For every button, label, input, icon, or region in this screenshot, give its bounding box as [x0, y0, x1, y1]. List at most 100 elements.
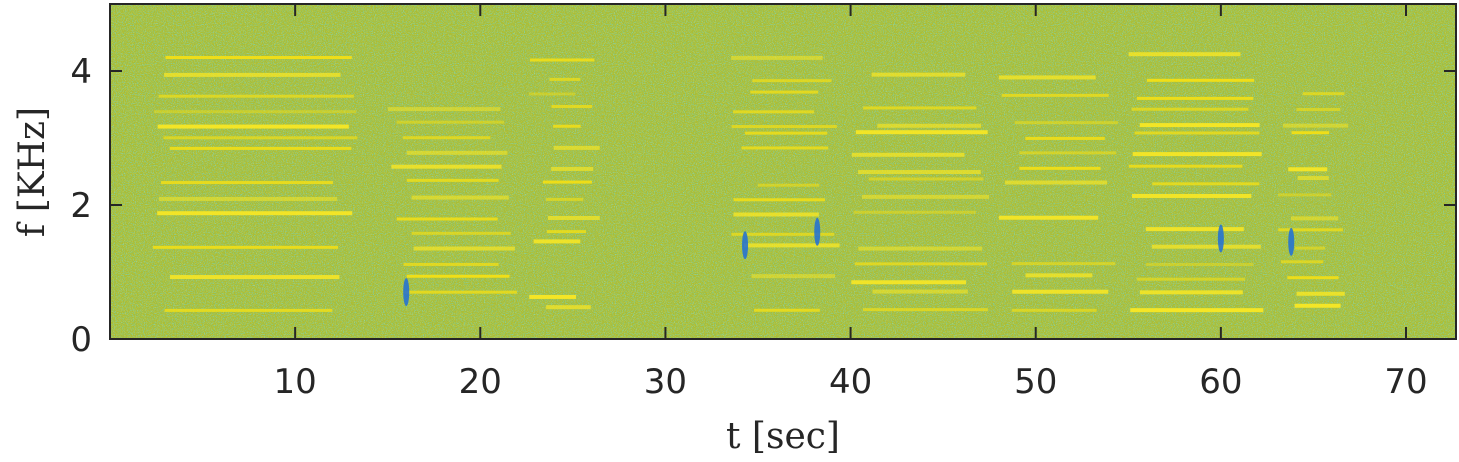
harmonic-band [406, 178, 499, 182]
harmonic-band [1296, 291, 1345, 296]
harmonic-band [1139, 290, 1243, 295]
harmonic-band [1132, 152, 1262, 157]
harmonic-band [533, 239, 581, 244]
harmonic-band [1014, 121, 1118, 125]
harmonic-band [1283, 123, 1349, 128]
harmonic-band [862, 194, 990, 199]
harmonic-band [1152, 182, 1260, 186]
harmonic-band [1291, 131, 1330, 135]
harmonic-band [752, 79, 832, 83]
x-axis: 10 20 30 40 50 60 70 [274, 4, 1428, 402]
harmonic-band [1145, 262, 1254, 266]
harmonic-band [528, 92, 576, 96]
harmonic-band [744, 131, 828, 135]
harmonic-band [411, 195, 509, 200]
harmonic-band [411, 231, 511, 235]
harmonic-band [1019, 151, 1117, 155]
harmonic-band [757, 183, 820, 187]
harmonic-band [1288, 167, 1328, 172]
harmonic-band [157, 124, 349, 129]
harmonic-band [1296, 107, 1341, 111]
x-tick-label: 40 [829, 362, 872, 402]
harmonic-band [871, 72, 966, 77]
harmonic-band [877, 123, 982, 128]
harmonic-band [529, 294, 577, 299]
harmonic-band [1128, 52, 1241, 57]
harmonic-band [161, 181, 333, 185]
plot-area [109, 3, 1457, 340]
harmonic-band [1025, 136, 1105, 140]
low-energy-mark [403, 278, 410, 307]
harmonic-band [158, 196, 338, 201]
harmonic-band [754, 308, 820, 312]
low-energy-marks [403, 217, 1295, 307]
harmonic-band [542, 180, 592, 184]
harmonic-band [549, 77, 581, 81]
x-tick-label: 30 [644, 362, 687, 402]
x-tick-label: 20 [459, 362, 502, 402]
harmonic-band [731, 232, 835, 236]
x-tick-label: 10 [274, 362, 317, 402]
harmonic-band [1146, 78, 1255, 82]
harmonic-band [854, 262, 988, 266]
harmonic-band [1012, 289, 1109, 294]
y-tick-label: 4 [70, 52, 92, 92]
harmonic-band [547, 215, 600, 220]
harmonic-band [731, 55, 823, 60]
harmonic-band [553, 145, 600, 150]
y-axis: 0 2 4 [70, 52, 1456, 360]
harmonic-band [1136, 96, 1254, 100]
harmonic-band [863, 106, 977, 110]
harmonic-band [1001, 93, 1109, 97]
harmonic-band [851, 152, 965, 157]
low-energy-mark [1288, 227, 1295, 256]
low-energy-mark [1217, 224, 1224, 253]
harmonic-band [751, 274, 836, 279]
harmonic-band [858, 170, 981, 175]
harmonic-band [529, 58, 595, 62]
spectrogram-noise-bright [110, 4, 1456, 339]
harmonic-band [1134, 131, 1260, 135]
harmonic-band [1136, 277, 1246, 281]
harmonic-band [1004, 180, 1108, 185]
harmonic-band [1302, 92, 1345, 96]
y-tick-label: 0 [70, 320, 92, 360]
harmonic-band [750, 90, 819, 94]
harmonic-band [546, 230, 587, 234]
harmonic-band [733, 110, 815, 114]
harmonic-band [731, 125, 837, 129]
harmonic-band [403, 262, 499, 266]
harmonic-band [396, 120, 505, 124]
harmonic-band [551, 104, 593, 108]
harmonic-band [1131, 193, 1252, 198]
harmonic-band [396, 217, 498, 221]
harmonic-band [402, 136, 491, 140]
harmonic-band [391, 164, 502, 169]
harmonic-band [165, 56, 352, 60]
harmonic-band [1145, 227, 1244, 232]
harmonic-band [163, 136, 358, 140]
harmonic-band [853, 210, 976, 214]
harmonic-band [1130, 308, 1264, 313]
harmonic-band [855, 130, 988, 135]
harmonic-band [998, 75, 1096, 80]
harmonic-band [551, 166, 594, 171]
harmonic-band [1128, 164, 1243, 168]
x-tick-label: 70 [1384, 362, 1427, 402]
harmonic-band [998, 215, 1099, 220]
harmonic-bands [152, 52, 1349, 313]
harmonic-band [1139, 123, 1260, 128]
harmonic-band [170, 275, 340, 280]
harmonic-band [1131, 107, 1249, 111]
harmonic-band [1025, 273, 1093, 278]
harmonic-band [872, 289, 968, 294]
harmonic-band [158, 94, 354, 98]
y-tick-label: 2 [70, 186, 92, 226]
harmonic-band [1277, 193, 1332, 197]
axes-frame [109, 3, 1457, 340]
harmonic-band [1297, 176, 1329, 181]
harmonic-band [862, 308, 988, 312]
x-axis-label: t [sec] [726, 416, 840, 457]
harmonic-band [733, 212, 819, 217]
